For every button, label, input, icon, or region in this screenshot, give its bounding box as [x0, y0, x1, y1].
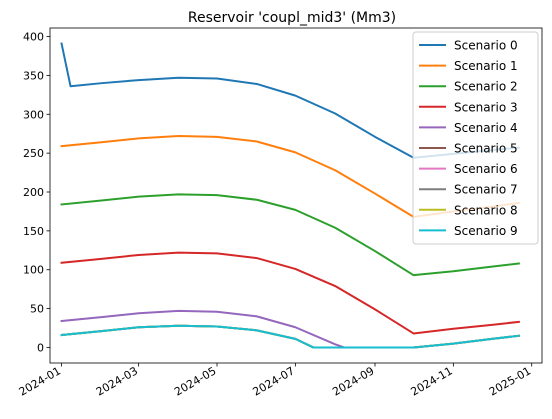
- x-tick-label: 2024-09: [330, 364, 376, 398]
- legend-label: Scenario 0: [454, 39, 518, 53]
- legend-label: Scenario 2: [454, 80, 518, 94]
- x-axis: 2024-01 2024-03 2024-05 2024-07 2024-09 2024-…: [17, 363, 533, 399]
- series-line-2: [60, 193, 520, 277]
- legend: Scenario 0 Scenario 1 Scenario 2 Scenario 3…: [412, 31, 539, 245]
- legend-box: [412, 31, 539, 245]
- x-tick-label: 2024-05: [172, 364, 218, 398]
- y-axis: 0 50 100 150 200 250 300 350 400: [23, 31, 50, 354]
- y-tick-label: 400: [23, 31, 44, 44]
- legend-label: Scenario 6: [454, 162, 518, 176]
- legend-label: Scenario 7: [454, 183, 518, 197]
- y-tick-label: 50: [30, 303, 44, 316]
- y-tick-label: 150: [23, 225, 44, 238]
- legend-label: Scenario 4: [454, 121, 518, 135]
- legend-label: Scenario 3: [454, 100, 518, 114]
- y-tick-label: 300: [23, 108, 44, 121]
- y-tick-label: 350: [23, 69, 44, 82]
- legend-label: Scenario 8: [454, 203, 518, 217]
- y-tick-label: 200: [23, 186, 44, 199]
- x-tick-label: 2024-03: [94, 364, 140, 398]
- y-tick-label: 250: [23, 147, 44, 160]
- plot-frame: [49, 27, 543, 364]
- legend-label: Scenario 9: [454, 224, 518, 238]
- series-line-9: [60, 324, 520, 349]
- series-lines: [60, 42, 521, 349]
- chart-title: Reservoir 'coupl_mid3' (Mm3): [188, 10, 396, 26]
- y-tick-label: 100: [23, 264, 44, 277]
- x-tick-label: 2024-11: [409, 364, 455, 398]
- x-tick-label: 2025-01: [487, 364, 533, 398]
- y-tick-label: 0: [37, 341, 44, 354]
- series-line-3: [60, 251, 520, 335]
- legend-label: Scenario 1: [454, 59, 518, 73]
- x-tick-label: 2024-07: [251, 364, 297, 398]
- x-tick-label: 2024-01: [17, 364, 63, 398]
- legend-label: Scenario 5: [454, 142, 518, 156]
